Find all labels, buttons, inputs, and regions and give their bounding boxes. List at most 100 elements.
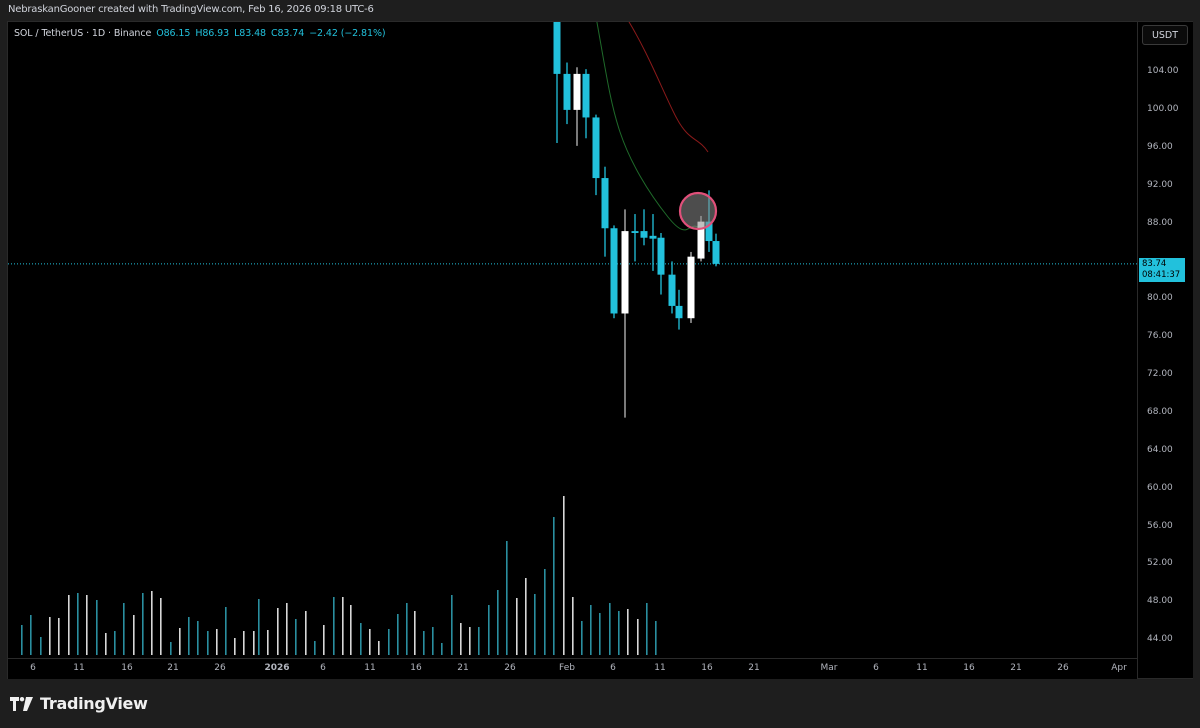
candlestick-chart[interactable] bbox=[8, 22, 1137, 658]
tradingview-logo: TradingView bbox=[10, 694, 148, 713]
candle-body[interactable] bbox=[621, 231, 629, 314]
candle-body[interactable] bbox=[697, 221, 705, 259]
volume-bar bbox=[295, 619, 297, 655]
time-tick: 6 bbox=[30, 663, 36, 673]
volume-bar bbox=[655, 621, 657, 655]
volume-bar bbox=[497, 590, 499, 655]
candle-body[interactable] bbox=[712, 241, 720, 264]
time-tick: 11 bbox=[654, 663, 666, 673]
time-tick: 6 bbox=[610, 663, 616, 673]
highlight-circle bbox=[678, 191, 718, 231]
time-tick: 6 bbox=[320, 663, 326, 673]
candle-body[interactable] bbox=[668, 274, 676, 306]
high-value: H86.93 bbox=[195, 28, 230, 39]
volume-bar bbox=[441, 643, 443, 655]
volume-bar bbox=[151, 591, 153, 655]
volume-bar bbox=[105, 633, 107, 655]
time-tick: 11 bbox=[73, 663, 85, 673]
time-tick: 11 bbox=[916, 663, 928, 673]
candle-body[interactable] bbox=[687, 256, 695, 319]
volume-bar bbox=[86, 595, 88, 655]
candle-body[interactable] bbox=[553, 22, 561, 74]
time-tick: 16 bbox=[121, 663, 133, 673]
time-tick: 21 bbox=[748, 663, 760, 673]
chart-plot-area[interactable] bbox=[8, 22, 1137, 658]
currency-button[interactable]: USDT bbox=[1142, 25, 1188, 45]
candle-body[interactable] bbox=[592, 117, 600, 179]
volume-bar bbox=[142, 593, 144, 655]
price-tick: 60.00 bbox=[1147, 482, 1173, 493]
volume-bar bbox=[581, 621, 583, 655]
volume-bar bbox=[30, 615, 32, 655]
volume-bar bbox=[534, 594, 536, 655]
candle-body[interactable] bbox=[649, 235, 657, 239]
volume-bar bbox=[68, 595, 70, 655]
candle-body[interactable] bbox=[631, 231, 639, 233]
volume-bar bbox=[572, 597, 574, 655]
volume-bar bbox=[563, 496, 565, 655]
candle-body[interactable] bbox=[582, 73, 590, 118]
time-tick: 2026 bbox=[264, 663, 290, 673]
candle-body[interactable] bbox=[601, 178, 609, 229]
volume-bar bbox=[160, 598, 162, 655]
volume-bar bbox=[460, 623, 462, 655]
tradingview-brand: TradingView bbox=[40, 694, 148, 713]
volume-bar bbox=[267, 630, 269, 655]
volume-bar bbox=[599, 613, 601, 655]
symbol-legend: SOL / TetherUS · 1D · Binance O86.15 H86.9… bbox=[14, 28, 386, 39]
volume-bar bbox=[286, 603, 288, 655]
volume-bar bbox=[360, 623, 362, 655]
volume-bar bbox=[49, 617, 51, 655]
time-tick: 26 bbox=[1057, 663, 1069, 673]
price-tick: 88.00 bbox=[1147, 217, 1173, 228]
close-value: C83.74 bbox=[270, 28, 305, 39]
volume-bar bbox=[305, 611, 307, 655]
ema-slow-line bbox=[628, 22, 709, 153]
volume-bar bbox=[646, 603, 648, 655]
last-price: 83.74 bbox=[1142, 259, 1167, 269]
volume-bar bbox=[637, 619, 639, 655]
candle-body[interactable] bbox=[610, 228, 618, 314]
volume-bar bbox=[216, 629, 218, 655]
candle-body[interactable] bbox=[675, 305, 683, 319]
volume-bar bbox=[77, 593, 79, 655]
time-tick: 16 bbox=[963, 663, 975, 673]
time-tick: 21 bbox=[167, 663, 179, 673]
volume-bar bbox=[525, 578, 527, 655]
volume-bar bbox=[123, 603, 125, 655]
price-tick: 52.00 bbox=[1147, 558, 1173, 569]
volume-bar bbox=[350, 605, 352, 655]
time-tick: 21 bbox=[457, 663, 469, 673]
price-tick: 48.00 bbox=[1147, 596, 1173, 607]
volume-bar bbox=[388, 629, 390, 655]
candle-body[interactable] bbox=[657, 237, 665, 275]
time-tick: 11 bbox=[364, 663, 376, 673]
time-axis[interactable] bbox=[8, 658, 1137, 679]
volume-bar bbox=[369, 629, 371, 655]
candle-body[interactable] bbox=[640, 231, 648, 238]
price-tick: 64.00 bbox=[1147, 444, 1173, 455]
volume-bar bbox=[627, 609, 629, 655]
price-tick: 96.00 bbox=[1147, 141, 1173, 152]
volume-bar bbox=[323, 625, 325, 655]
price-tick: 72.00 bbox=[1147, 369, 1173, 380]
candle-body[interactable] bbox=[705, 221, 713, 242]
time-tick: 16 bbox=[701, 663, 713, 673]
time-tick: 16 bbox=[410, 663, 422, 673]
price-axis[interactable] bbox=[1137, 22, 1193, 678]
price-tick: 76.00 bbox=[1147, 331, 1173, 342]
candle-body[interactable] bbox=[573, 73, 581, 110]
open-value: O86.15 bbox=[156, 28, 191, 39]
time-tick: Feb bbox=[559, 663, 575, 673]
volume-bar bbox=[253, 631, 255, 655]
volume-bar bbox=[114, 631, 116, 655]
volume-bar bbox=[277, 608, 279, 655]
volume-bar bbox=[133, 615, 135, 655]
volume-bar bbox=[553, 517, 555, 655]
volume-bar bbox=[258, 599, 260, 655]
volume-bar bbox=[406, 603, 408, 655]
ema-fast-line bbox=[596, 22, 699, 231]
volume-bar bbox=[451, 595, 453, 655]
candle-body[interactable] bbox=[563, 73, 571, 110]
price-tick: 68.00 bbox=[1147, 406, 1173, 417]
